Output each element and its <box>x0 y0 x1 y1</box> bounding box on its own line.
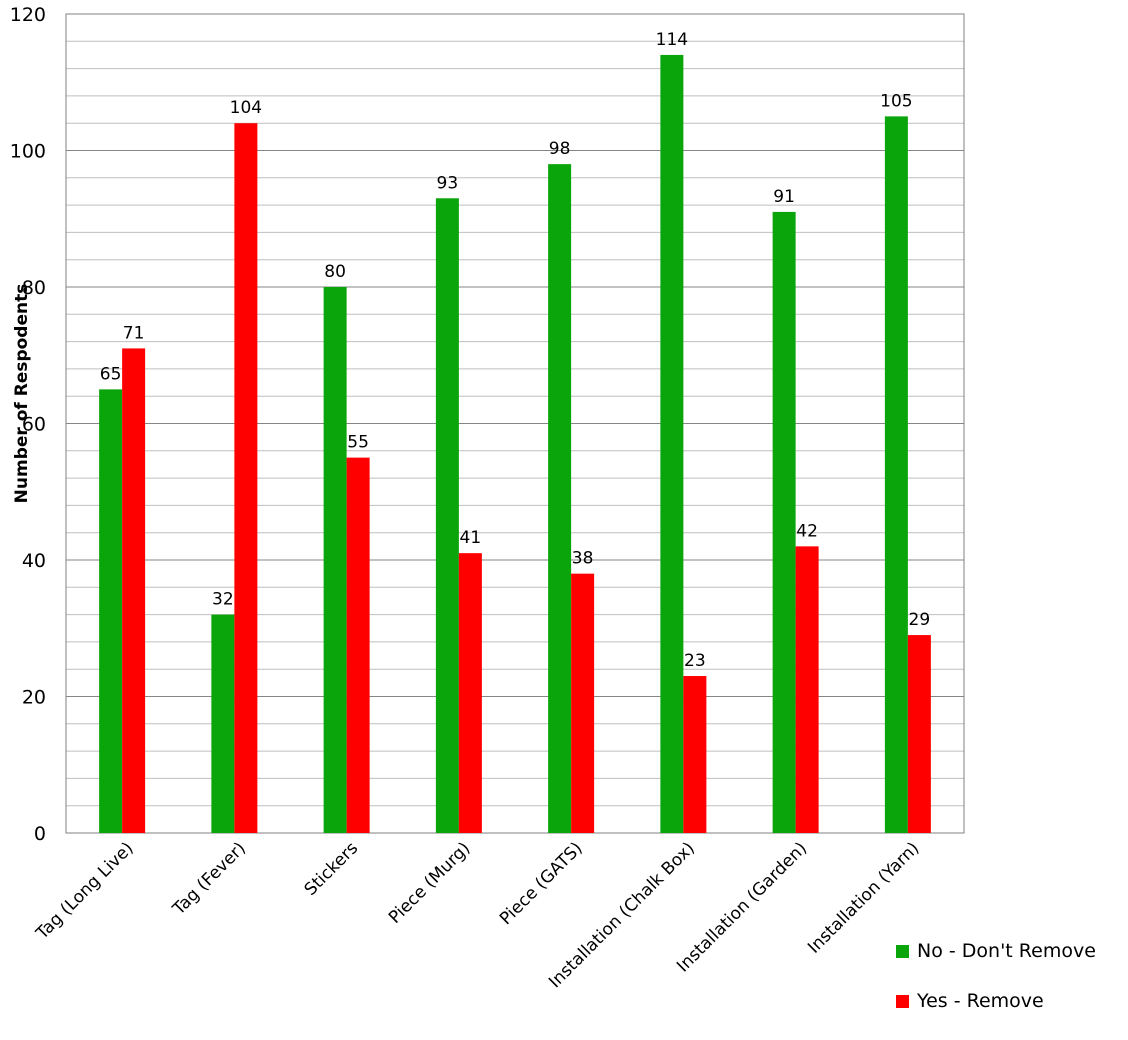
x-category-label: Stickers <box>301 838 363 900</box>
legend-label-no: No - Don't Remove <box>917 940 1096 962</box>
bar-yes <box>571 573 595 833</box>
data-label: 114 <box>656 30 688 50</box>
y-tick-label: 0 <box>34 823 46 845</box>
data-label: 29 <box>909 610 931 630</box>
data-label: 80 <box>324 262 346 282</box>
x-category-label: Piece (Murg) <box>385 838 474 927</box>
plot-area-frame <box>65 13 965 834</box>
bar-no <box>323 287 347 833</box>
gridlines <box>66 13 964 834</box>
y-tick-label: 20 <box>22 687 46 709</box>
legend-item-yes: Yes - Remove <box>896 990 1096 1012</box>
bar-no <box>884 116 908 833</box>
bar-yes <box>458 553 482 833</box>
data-label: 32 <box>212 590 234 610</box>
bars <box>99 54 931 834</box>
bar-yes <box>683 676 707 833</box>
data-label: 104 <box>230 98 262 118</box>
bar-yes <box>795 546 819 833</box>
data-labels: 65 71 32 104 80 55 93 41 98 38 114 23 91 42 105 29 <box>100 30 930 671</box>
bar-no <box>211 614 235 833</box>
data-label: 38 <box>572 549 594 569</box>
data-label: 71 <box>123 323 145 343</box>
y-tick-label: 100 <box>10 141 46 163</box>
bar-no <box>99 389 123 833</box>
data-label: 98 <box>549 139 571 159</box>
y-axis-ticks: 0 20 40 60 80 100 120 <box>10 4 46 845</box>
bar-no <box>772 211 796 834</box>
legend-item-no: No - Don't Remove <box>896 940 1096 962</box>
x-category-label: Installation (Garden) <box>673 838 811 976</box>
data-label: 91 <box>773 187 795 207</box>
data-label: 42 <box>796 521 818 541</box>
y-tick-label: 40 <box>22 550 46 572</box>
legend: No - Don't Remove Yes - Remove <box>896 940 1096 1040</box>
y-tick-label: 120 <box>10 4 46 26</box>
legend-label-yes: Yes - Remove <box>917 990 1044 1012</box>
bar-no <box>548 164 572 833</box>
bar-no <box>435 198 459 833</box>
bar-yes <box>122 348 146 833</box>
data-label: 65 <box>100 364 122 384</box>
data-label: 93 <box>437 173 459 193</box>
x-axis-category-labels: Tag (Long Live) Tag (Fever) Stickers Piece … <box>32 838 924 992</box>
data-label: 41 <box>460 528 482 548</box>
bar-yes <box>346 457 370 833</box>
bar-yes <box>234 123 258 833</box>
bar-no <box>660 54 684 833</box>
legend-swatch-no <box>896 944 909 958</box>
x-category-label: Piece (GATS) <box>496 838 587 929</box>
data-label: 105 <box>880 91 912 111</box>
legend-swatch-yes <box>896 994 909 1008</box>
bar-yes <box>907 635 931 833</box>
y-tick-label: 80 <box>22 277 46 299</box>
y-axis-title: Number of Respodents <box>12 284 32 504</box>
x-category-label: Tag (Long Live) <box>32 838 138 944</box>
data-label: 55 <box>347 433 369 453</box>
y-tick-label: 60 <box>22 414 46 436</box>
x-category-label: Tag (Fever) <box>168 838 250 920</box>
data-label: 23 <box>684 651 706 671</box>
